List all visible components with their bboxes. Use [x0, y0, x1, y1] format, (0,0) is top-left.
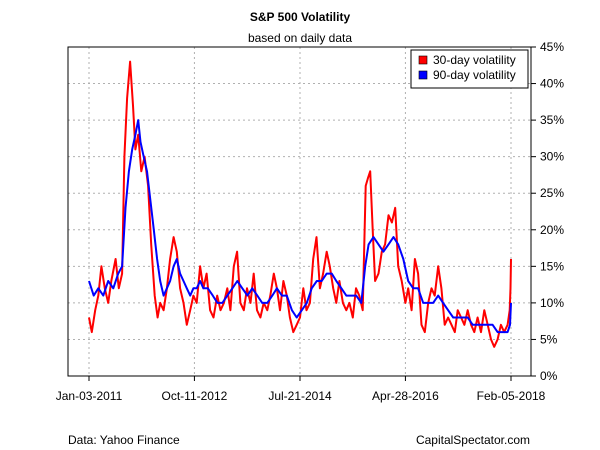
legend-box [410, 49, 529, 89]
y-tick-label: 45% [540, 40, 564, 54]
x-tick-label: Apr-28-2016 [372, 389, 439, 403]
x-tick-label: Feb-05-2018 [477, 389, 546, 403]
legend-label-90-day: 90-day volatility [433, 68, 516, 82]
legend-label-30-day: 30-day volatility [433, 53, 516, 67]
plot-frame [67, 46, 532, 377]
y-tick-label: 20% [540, 223, 564, 237]
y-tick-label: 40% [540, 77, 564, 91]
legend-swatch-90-day [418, 70, 428, 80]
x-tick-label: Jul-21-2014 [268, 389, 332, 403]
legend: 30-day volatility 90-day volatility [410, 49, 529, 89]
brand-credit: CapitalSpectator.com [415, 433, 530, 447]
chart-title: S&P 500 Volatility [249, 10, 351, 24]
chart-subtitle: based on daily data [247, 31, 353, 45]
y-tick-label: 15% [540, 259, 564, 273]
series-line-30-day [88, 60, 512, 348]
grid [68, 46, 531, 377]
y-tick-label: 30% [540, 150, 564, 164]
x-tick-label: Jan-03-2011 [56, 389, 123, 403]
y-tick-label: 5% [540, 332, 558, 346]
legend-swatch-30-day [418, 55, 428, 65]
series-lines [88, 60, 512, 348]
y-tick-label: 0% [540, 369, 558, 383]
series-line-90-day [88, 119, 512, 334]
y-tick-label: 35% [540, 113, 564, 127]
x-axis-ticks: Jan-03-2011 Oct-11-2012 Jul-21-2014 Apr-28-… [56, 376, 546, 403]
y-tick-label: 25% [540, 186, 564, 200]
y-tick-label: 10% [540, 296, 564, 310]
x-tick-label: Oct-11-2012 [162, 389, 228, 403]
y-axis-ticks: 0% 5% 10% 15% 20% 25% 30% 35% 40% 45% [531, 40, 564, 383]
data-source-note: Data: Yahoo Finance [68, 433, 180, 447]
